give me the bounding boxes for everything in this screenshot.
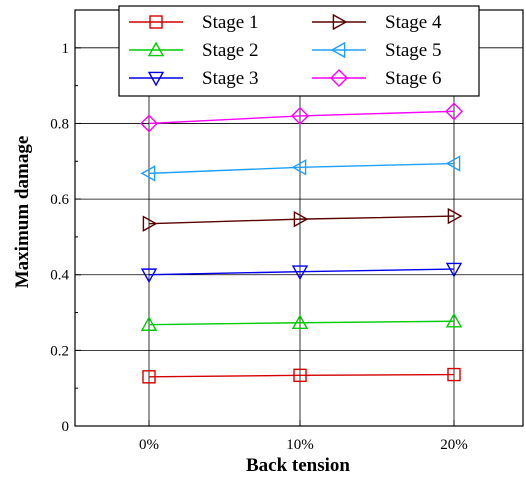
- series-line: [148, 162, 455, 175]
- data-point-marker: [293, 368, 307, 383]
- x-axis-title: Back tension: [246, 455, 350, 476]
- y-tick-label: 0.6: [50, 192, 69, 208]
- series-line: [148, 268, 455, 276]
- data-point-marker: [447, 207, 463, 225]
- y-tick-label: 0: [62, 419, 70, 435]
- legend-marker: [332, 13, 348, 31]
- data-point-marker: [291, 159, 307, 176]
- legend-item-4: Stage 4: [312, 12, 442, 33]
- axis-layer: Back tension Maximum damage 0 0.2 0.4 0.6 0.…: [12, 9, 524, 476]
- y-tick-label: 0.8: [50, 116, 69, 132]
- series-line: [148, 320, 455, 326]
- legend-label: Stage 5: [385, 40, 441, 61]
- data-point-marker: [142, 370, 156, 384]
- legend-label: Stage 2: [202, 40, 258, 61]
- data-point-marker: [293, 210, 309, 228]
- series-4: [142, 207, 463, 232]
- y-tick-label: 0.2: [50, 343, 69, 359]
- legend-label: Stage 1: [202, 12, 258, 33]
- data-point-marker: [140, 268, 158, 284]
- y-axis-title: Maximum damage: [12, 136, 33, 289]
- legend-marker: [147, 71, 165, 87]
- data-point-marker: [291, 314, 309, 330]
- series-2: [140, 312, 463, 331]
- x-tick-label: 0%: [139, 437, 159, 453]
- series-6: [140, 102, 463, 133]
- series-layer: [140, 102, 463, 384]
- data-point-marker: [140, 316, 158, 331]
- series-5: [140, 155, 461, 182]
- y-tick-label: 0.4: [50, 268, 69, 284]
- series-line: [148, 110, 455, 125]
- series-3: [140, 262, 463, 284]
- y-tick-label: 1: [62, 41, 70, 57]
- data-point-marker: [140, 165, 156, 182]
- data-point-marker: [447, 367, 461, 382]
- legend-marker: [149, 15, 163, 29]
- legend-marker: [330, 41, 346, 59]
- legend-box: [118, 5, 480, 97]
- legend-marker: [330, 69, 348, 87]
- series-line: [148, 215, 455, 225]
- data-point-marker: [445, 312, 463, 328]
- legend-label: Stage 6: [385, 68, 441, 89]
- data-point-marker: [445, 155, 461, 172]
- legend-item-2: Stage 2: [129, 40, 258, 61]
- legend-item-1: Stage 1: [129, 12, 258, 33]
- x-tick-label: 10%: [286, 437, 314, 453]
- legend-label: Stage 3: [202, 68, 258, 89]
- x-tick-label: 20%: [440, 437, 468, 453]
- series-line: [148, 373, 455, 378]
- data-point-marker: [291, 265, 309, 281]
- legend-marker: [147, 41, 165, 57]
- legend-item-3: Stage 3: [129, 68, 258, 89]
- data-point-marker: [445, 102, 463, 121]
- data-point-marker: [445, 262, 463, 278]
- legend-item-6: Stage 6: [312, 68, 441, 89]
- data-point-marker: [142, 215, 158, 232]
- series-1: [142, 367, 461, 384]
- legend-item-5: Stage 5: [312, 40, 441, 61]
- data-point-marker: [291, 106, 309, 125]
- data-point-marker: [140, 114, 158, 133]
- legend: Stage 1 Stage 2 Stage 3 Stage 4 Stage 5 Stage…: [118, 5, 480, 97]
- legend-label: Stage 4: [385, 12, 442, 33]
